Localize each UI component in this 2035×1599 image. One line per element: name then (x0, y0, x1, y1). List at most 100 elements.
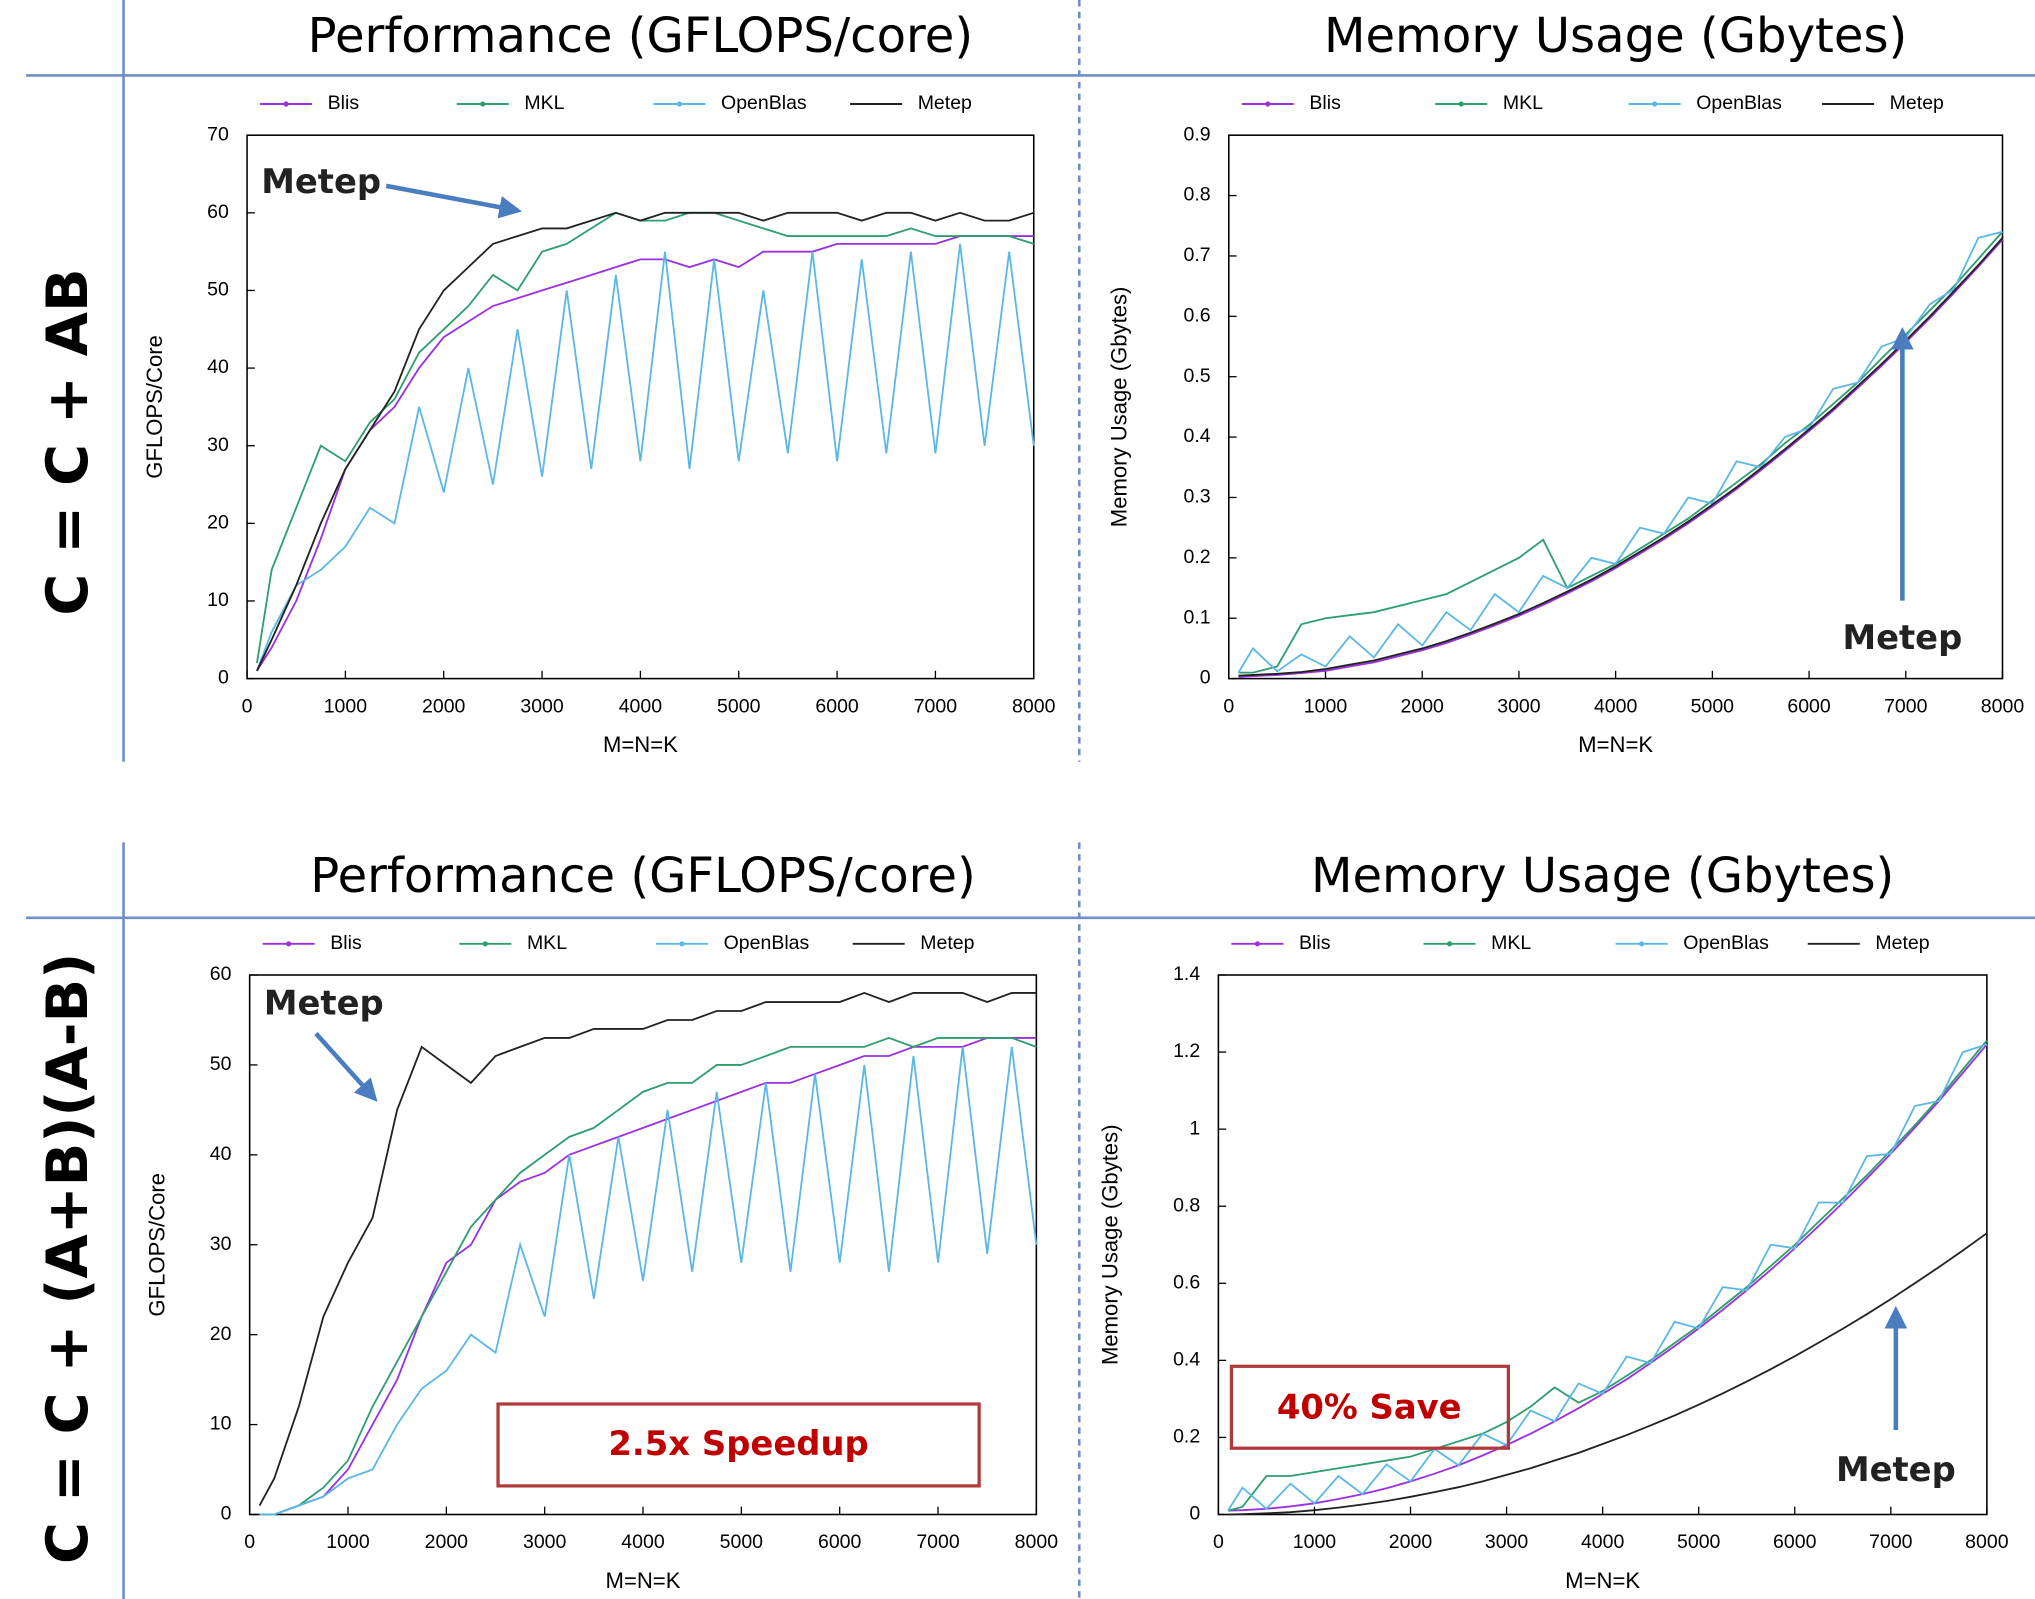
chart-title: Performance (GFLOPS/core) (310, 848, 975, 904)
y-tick-label: 50 (207, 279, 229, 301)
series-line (1237, 230, 2003, 674)
series-line (256, 211, 1035, 664)
x-tick-label: 8000 (1015, 1531, 1059, 1553)
y-tick-label: 0.5 (1183, 365, 1210, 387)
series-line (1227, 1232, 1988, 1516)
plot-frame (1217, 974, 1988, 1516)
series-line (1238, 238, 2004, 678)
x-tick-label: 1000 (1304, 695, 1348, 717)
legend-label: MKL (527, 932, 567, 954)
x-tick-label: 3000 (523, 1531, 567, 1553)
y-axis-label: GFLOPS/Core (142, 335, 167, 479)
x-tick-label: 8000 (1965, 1531, 2009, 1553)
y-tick-label: 0.7 (1183, 244, 1210, 266)
legend-label: Blis (330, 932, 362, 954)
x-tick-label: 0 (242, 695, 253, 717)
x-tick-label: 7000 (914, 695, 958, 717)
legend-label: MKL (1503, 92, 1543, 114)
y-axis-label: Memory Usage (Gbytes) (1098, 1124, 1123, 1365)
y-tick-label: 0.8 (1183, 184, 1210, 206)
legend-marker (676, 101, 683, 107)
legend-marker (1446, 941, 1453, 947)
x-tick-label: 5000 (720, 1531, 764, 1553)
y-tick-label: 30 (207, 434, 229, 456)
layout-lines (26, 0, 2035, 1599)
annotation: Metep (1836, 1450, 1956, 1489)
x-tick-label: 4000 (1581, 1531, 1625, 1553)
y-tick-label: 60 (207, 201, 229, 223)
x-tick-label: 4000 (1594, 695, 1638, 717)
legend-marker (283, 101, 289, 107)
legend-label: Blis (328, 92, 360, 114)
series-line (258, 991, 1037, 1506)
x-tick-label: 0 (244, 1531, 255, 1553)
y-tick-label: 0.6 (1173, 1271, 1200, 1293)
row-label: C = C + (A+B)(A-B) (35, 953, 101, 1564)
annotation-box (496, 1402, 981, 1488)
series-line (256, 211, 1035, 672)
series-line (1227, 1039, 1988, 1512)
legend-label: Metep (1875, 932, 1929, 954)
plot-frame (246, 134, 1035, 680)
y-tick-label: 1.2 (1173, 1040, 1200, 1062)
x-tick-label: 2000 (1401, 695, 1445, 717)
chart-title: Memory Usage (Gbytes) (1311, 848, 1894, 904)
y-tick-label: 30 (210, 1233, 232, 1255)
x-axis-label: M=N=K (603, 732, 678, 757)
x-tick-label: 8000 (1981, 695, 2025, 717)
legend-label: Metep (920, 932, 974, 954)
y-tick-label: 20 (210, 1323, 232, 1345)
y-tick-label: 0.3 (1183, 486, 1210, 508)
y-tick-label: 0.1 (1183, 606, 1210, 628)
y-tick-label: 0.4 (1173, 1349, 1200, 1371)
x-tick-label: 1000 (1293, 1531, 1337, 1553)
x-tick-label: 6000 (815, 695, 859, 717)
x-tick-label: 3000 (520, 695, 564, 717)
annotation-box (1229, 1364, 1510, 1450)
y-tick-label: 0 (221, 1503, 232, 1525)
x-tick-label: 2000 (1389, 1531, 1433, 1553)
y-tick-label: 40 (210, 1143, 232, 1165)
y-tick-label: 60 (210, 963, 232, 985)
legend-label: OpenBlas (1696, 92, 1782, 114)
y-tick-label: 40 (207, 356, 229, 378)
annotation: Metep (261, 162, 381, 201)
x-tick-label: 3000 (1497, 695, 1541, 717)
x-tick-label: 8000 (1012, 695, 1056, 717)
legend-marker (482, 941, 488, 947)
legend-label: MKL (1491, 932, 1531, 954)
legend-label: MKL (524, 92, 564, 114)
legend-label: Metep (1890, 92, 1944, 114)
chart-title: Memory Usage (Gbytes) (1324, 8, 1907, 64)
x-tick-label: 1000 (326, 1531, 370, 1553)
series-line (259, 1037, 1037, 1516)
x-tick-label: 5000 (1677, 1531, 1721, 1553)
annotation: 40% Save (1277, 1388, 1462, 1427)
row-label: C = C + AB (35, 268, 101, 615)
series-line (1227, 1043, 1988, 1512)
legend-label: OpenBlas (1683, 932, 1769, 954)
legend-label: Blis (1309, 92, 1341, 114)
y-tick-label: 0 (1200, 667, 1211, 689)
legend-marker (1652, 101, 1658, 107)
y-tick-label: 50 (210, 1053, 232, 1075)
y-tick-label: 10 (207, 589, 229, 611)
x-tick-label: 0 (1213, 1531, 1224, 1553)
y-tick-label: 20 (207, 512, 229, 534)
legend-label: Blis (1299, 932, 1331, 954)
y-tick-label: 1.4 (1173, 963, 1200, 985)
legend-marker (1254, 941, 1261, 947)
y-tick-label: 1 (1189, 1117, 1200, 1139)
x-axis-label: M=N=K (606, 1568, 681, 1593)
annotation: 2.5x Speedup (608, 1424, 868, 1463)
y-axis-label: GFLOPS/Core (144, 1173, 169, 1317)
x-tick-label: 6000 (1787, 695, 1831, 717)
y-axis-label: Memory Usage (Gbytes) (1107, 287, 1132, 528)
x-tick-label: 2000 (425, 1531, 469, 1553)
y-tick-label: 0.9 (1183, 123, 1210, 145)
series-line (256, 235, 1034, 672)
y-tick-label: 0 (218, 667, 229, 689)
annotation: Metep (1842, 618, 1962, 657)
legend-label: OpenBlas (721, 92, 807, 114)
legend-marker (1639, 941, 1645, 947)
